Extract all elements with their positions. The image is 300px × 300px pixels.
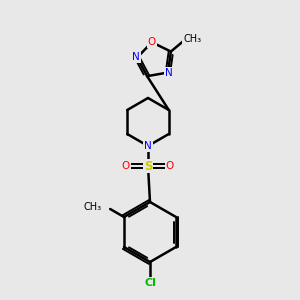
Text: O: O: [122, 161, 130, 171]
Text: S: S: [144, 160, 152, 172]
Text: Cl: Cl: [144, 278, 156, 288]
Text: O: O: [148, 37, 156, 47]
Text: N: N: [132, 52, 140, 62]
Text: O: O: [166, 161, 174, 171]
Text: CH₃: CH₃: [183, 34, 201, 44]
Text: N: N: [165, 68, 173, 77]
Text: CH₃: CH₃: [83, 202, 101, 212]
Text: N: N: [144, 141, 152, 151]
